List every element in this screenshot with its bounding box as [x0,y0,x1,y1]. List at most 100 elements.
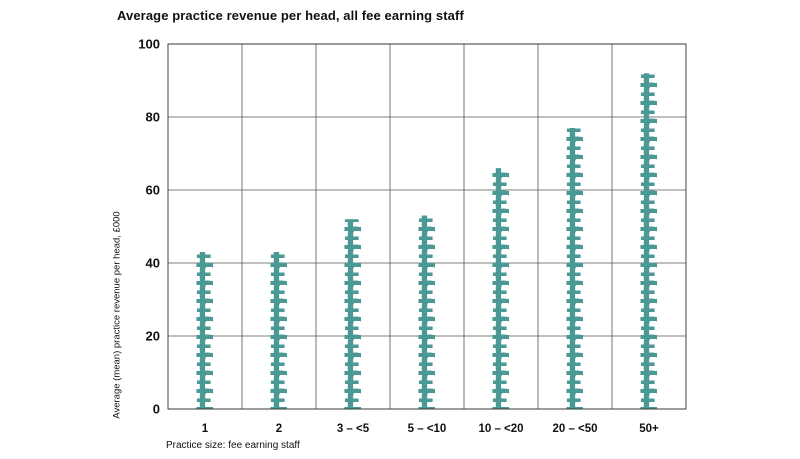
bar-pound-symbol: £ [565,168,586,203]
bar-pound-symbol: £ [343,348,364,383]
bar-pound-symbol: £ [417,276,438,311]
bar-pound-symbol: £ [195,348,216,383]
bar-pound-symbol: £ [491,168,512,203]
bar-pound-symbol: £ [639,186,660,221]
bar-pound-symbol: £ [195,240,216,275]
bar-pound-symbol: £ [565,132,586,167]
bar-pound-symbol: £ [343,294,364,329]
bar: £££££££££££££ [343,168,364,419]
bar-pound-symbol: £ [417,240,438,275]
bar-pound-symbol: £ [565,114,586,149]
bar-pound-symbol: £ [491,150,512,185]
bar-pound-symbol: £ [639,24,660,59]
bar-pound-symbol: £ [491,384,512,419]
bar-pound-symbol: £ [343,312,364,347]
bar-pound-symbol: £ [639,96,660,131]
x-tick-label: 20 – <50 [552,423,597,435]
bar: ££££££££££££££££££ [565,78,586,419]
bar-pound-symbol: £ [269,312,290,347]
bar-pound-symbol: £ [565,258,586,293]
plot-frame [167,43,687,410]
bar-pound-symbol: £ [639,60,660,95]
bar-pound-symbol: £ [491,204,512,239]
bar-pound-symbol: £ [195,276,216,311]
chart-title: Average practice revenue per head, all f… [117,8,464,23]
bar-pound-symbol: £ [195,204,216,239]
bar-pound-symbol: £ [343,384,364,419]
bar-pound-symbol: £ [491,222,512,257]
bar-pound-symbol: £ [269,348,290,383]
bar-pound-symbol: £ [639,366,660,401]
bar-pound-symbol: £ [269,294,290,329]
bar-pound-symbol: £ [269,204,290,239]
bar-pound-symbol: £ [639,168,660,203]
bar-pound-symbol: £ [269,366,290,401]
bar: £££££££££££ [269,204,290,419]
bar: £££££££££££££ [417,186,438,419]
bar-pound-symbol: £ [491,258,512,293]
bar-pound-symbol: £ [639,330,660,365]
bars: ££££££££££££££££££££££££££££££££££££££££… [195,24,660,419]
bar-pound-symbol: £ [417,330,438,365]
bar-pound-symbol: £ [195,366,216,401]
bar: ££££££££££££££££ [491,114,512,419]
bar-pound-symbol: £ [195,330,216,365]
bar-pound-symbol: £ [343,204,364,239]
bar-pound-symbol: £ [639,42,660,77]
y-tick-label: 0 [153,402,160,417]
bar-pound-symbol: £ [639,348,660,383]
bar-pound-symbol: £ [491,312,512,347]
y-tick-label: 60 [146,183,160,198]
bar-pound-symbol: £ [343,186,364,221]
bar-pound-symbol: £ [491,276,512,311]
bar-pound-symbol: £ [639,276,660,311]
bar-pound-symbol: £ [491,132,512,167]
bar-pound-symbol: £ [565,384,586,419]
bar-pound-symbol: £ [639,222,660,257]
bar-pound-symbol: £ [491,240,512,275]
bar-pound-symbol: £ [565,78,586,113]
bar-pound-symbol: £ [417,294,438,329]
bar-pound-symbol: £ [639,312,660,347]
bar-pound-symbol: £ [565,96,586,131]
bar-pound-symbol: £ [343,276,364,311]
x-tick-label: 1 [202,423,209,435]
bar-pound-symbol: £ [343,222,364,257]
bar-pound-symbol: £ [491,114,512,149]
bar-pound-symbol: £ [269,222,290,257]
bar-pound-symbol: £ [639,78,660,113]
plot-border [167,43,687,410]
bar-pound-symbol: £ [491,186,512,221]
bar-pound-symbol: £ [343,330,364,365]
x-tick-label: 5 – <10 [408,423,447,435]
bar-pound-symbol: £ [417,258,438,293]
bar-pound-symbol: £ [343,168,364,203]
x-tick-label: 10 – <20 [478,423,523,435]
bar-pound-symbol: £ [639,384,660,419]
grid [168,43,686,410]
bar-pound-symbol: £ [417,204,438,239]
bar-pound-symbol: £ [195,258,216,293]
y-tick-label: 20 [146,329,160,344]
bar-pound-symbol: £ [269,384,290,419]
bar-pound-symbol: £ [565,366,586,401]
bar-pound-symbol: £ [195,294,216,329]
bar-pound-symbol: £ [195,222,216,257]
bar-pound-symbol: £ [269,240,290,275]
y-tick-label: 40 [146,256,160,271]
bar-pound-symbol: £ [639,294,660,329]
bar-pound-symbol: £ [417,348,438,383]
bar-pound-symbol: £ [343,366,364,401]
bar-pound-symbol: £ [639,204,660,239]
bar-pound-symbol: £ [417,384,438,419]
bar-pound-symbol: £ [639,132,660,167]
bar: £££££££££££ [195,204,216,409]
bar-pound-symbol: £ [639,150,660,185]
bar-pound-symbol: £ [491,366,512,401]
bar-pound-symbol: £ [565,312,586,347]
bar-pound-symbol: £ [417,186,438,221]
bar-pound-symbol: £ [565,348,586,383]
x-tick-label: 2 [276,423,282,435]
bar-pound-symbol: £ [565,240,586,275]
